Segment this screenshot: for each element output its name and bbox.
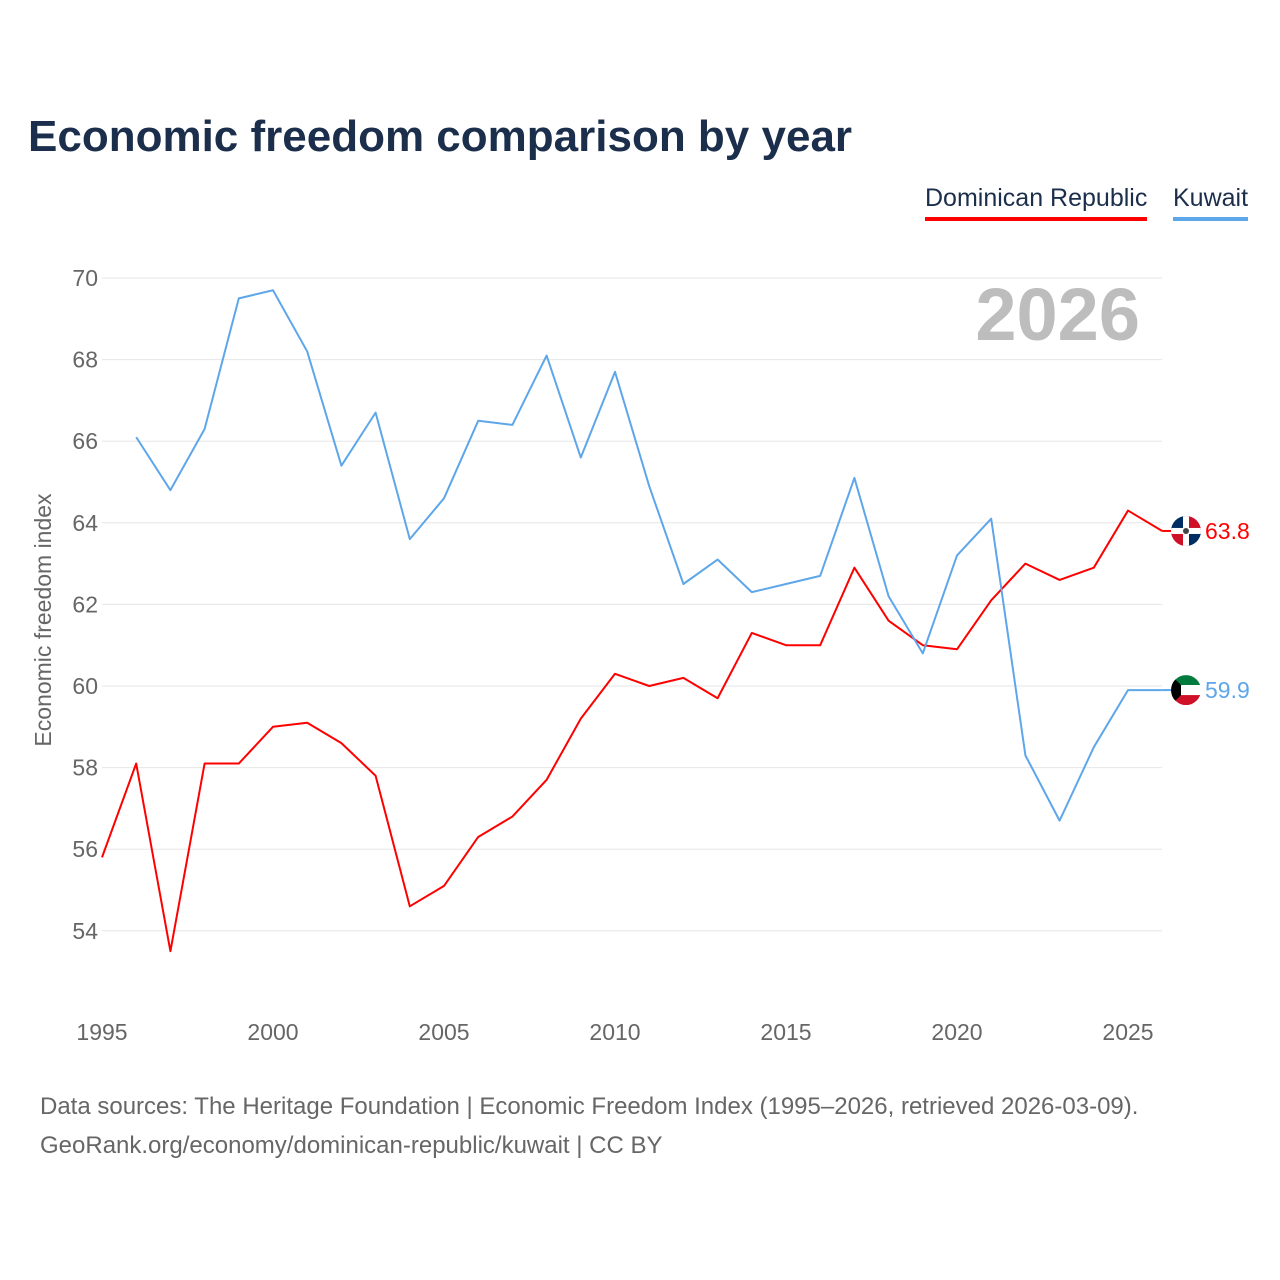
flag-part [1171,695,1201,706]
y-tick-label: 70 [72,265,98,291]
dominican-republic-flag-icon [1171,515,1201,546]
y-tick-label: 62 [72,591,98,617]
legend-kuwait[interactable]: Kuwait [1173,184,1249,221]
source-link[interactable]: GeoRank.org/economy/dominican-republic/k… [40,1132,663,1159]
legend-dominican-republic[interactable]: Dominican Republic [925,184,1148,221]
flag-body [1171,515,1201,546]
y-tick-label: 58 [72,755,98,781]
y-tick-label: 64 [72,510,98,536]
kuwait-flag-icon [1171,675,1201,706]
flag-part [1171,675,1181,706]
series-line-kuwait [135,289,1163,822]
year-watermark: 2026 [975,273,1140,356]
chart-title: Economic freedom comparison by year [28,112,853,161]
series-line-dominican-republic [101,509,1163,953]
x-tick-label: 2025 [1102,1019,1153,1045]
y-tick-label: 56 [72,836,98,862]
flag-part [1183,527,1189,534]
footer: Data sources: The Heritage Foundation | … [40,1087,1138,1165]
x-tick-label: 1995 [76,1019,127,1045]
x-tick-label: 2015 [760,1019,811,1045]
y-tick-label: 68 [72,347,98,373]
flag-part [1171,675,1201,686]
y-tick-label: 60 [72,673,98,699]
y-tick-label: 66 [72,428,98,454]
x-tick-label: 2020 [931,1019,982,1045]
y-tick-label: 54 [72,918,98,944]
x-tick-label: 2010 [589,1019,640,1045]
flag-body [1171,675,1201,706]
source-text: Data sources: The Heritage Foundation | … [40,1093,1139,1120]
flag-part [1171,685,1201,696]
end-value-label: 63.8 [1205,518,1250,544]
x-tick-label: 2000 [247,1019,298,1045]
x-tick-label: 2005 [418,1019,469,1045]
end-value-label: 59.9 [1205,677,1250,703]
y-axis-label: Economic freedom index [30,493,56,747]
